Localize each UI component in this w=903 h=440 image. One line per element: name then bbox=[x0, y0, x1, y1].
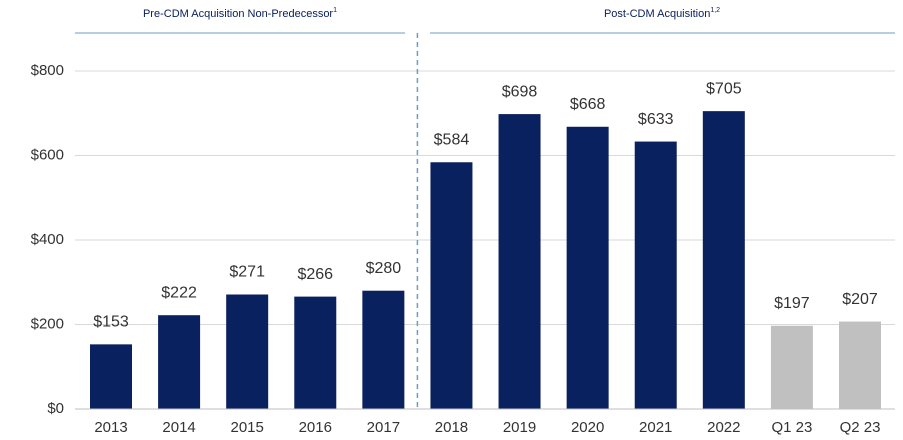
x-tick-label: Q1 23 bbox=[771, 419, 812, 436]
section-label: Post-CDM Acquisition1,2 bbox=[604, 7, 720, 20]
x-tick-label: 2019 bbox=[503, 419, 536, 436]
bar bbox=[702, 111, 745, 409]
bar bbox=[430, 162, 473, 409]
section-label-note: 1 bbox=[333, 7, 337, 14]
bar bbox=[634, 141, 677, 409]
bar bbox=[90, 344, 132, 409]
value-label: $197 bbox=[774, 295, 810, 312]
bar bbox=[839, 321, 881, 409]
x-tick-label: 2020 bbox=[571, 419, 604, 436]
value-label: $153 bbox=[93, 314, 129, 331]
x-tick-label: 2016 bbox=[299, 419, 332, 436]
y-tick-label: $400 bbox=[31, 231, 64, 248]
bar bbox=[226, 294, 269, 409]
section-label: Pre-CDM Acquisition Non-Predecessor1 bbox=[143, 7, 337, 20]
y-tick-label: $600 bbox=[31, 146, 64, 163]
bar bbox=[498, 114, 541, 409]
bar bbox=[158, 315, 201, 409]
value-label: $280 bbox=[366, 260, 402, 277]
x-tick-label: 2022 bbox=[707, 419, 740, 436]
bar bbox=[362, 290, 405, 409]
value-label: $668 bbox=[570, 96, 606, 113]
x-tick-label: 2013 bbox=[94, 419, 127, 436]
value-label: $633 bbox=[638, 111, 674, 128]
value-label: $271 bbox=[229, 264, 265, 281]
bar bbox=[770, 325, 813, 409]
section-label-text: Post-CDM Acquisition bbox=[604, 8, 710, 20]
x-tick-label: 2018 bbox=[435, 419, 468, 436]
x-tick-label: 2015 bbox=[230, 419, 263, 436]
y-tick-label: $800 bbox=[31, 62, 64, 79]
value-label: $222 bbox=[161, 284, 197, 301]
section-label-note: 1,2 bbox=[710, 7, 720, 14]
bar bbox=[294, 296, 337, 409]
value-label: $266 bbox=[297, 266, 333, 283]
y-tick-label: $0 bbox=[47, 400, 64, 417]
value-label: $207 bbox=[842, 291, 878, 308]
value-label: $584 bbox=[434, 131, 470, 148]
value-label: $705 bbox=[706, 80, 742, 97]
section-label-text: Pre-CDM Acquisition Non-Predecessor bbox=[143, 8, 333, 20]
bar bbox=[566, 126, 609, 410]
x-tick-label: Q2 23 bbox=[840, 419, 881, 436]
x-tick-label: 2014 bbox=[162, 419, 195, 436]
x-tick-label: 2021 bbox=[639, 419, 672, 436]
y-tick-label: $200 bbox=[31, 315, 64, 332]
value-label: $698 bbox=[502, 83, 538, 100]
x-tick-label: 2017 bbox=[367, 419, 400, 436]
